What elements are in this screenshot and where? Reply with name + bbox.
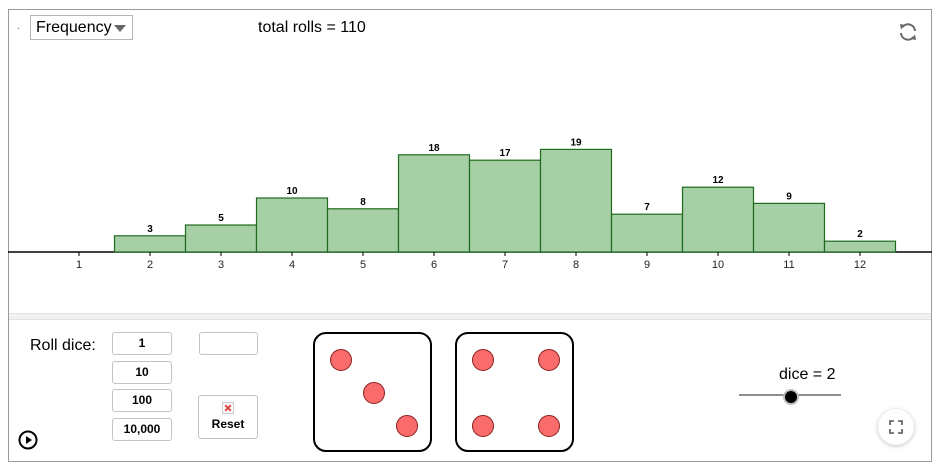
reset-button[interactable]: Reset xyxy=(198,395,258,439)
x-tick-label: 2 xyxy=(147,259,153,271)
histogram-bar-11 xyxy=(752,202,826,253)
die-pip xyxy=(538,415,560,437)
bar-value-label: 2 xyxy=(857,229,863,240)
die-pip xyxy=(330,349,352,371)
bar-value-label: 8 xyxy=(360,197,366,208)
broken-image-icon xyxy=(222,402,234,414)
die-pip xyxy=(538,349,560,371)
x-tick-label: 3 xyxy=(218,259,224,271)
die-pip xyxy=(472,415,494,437)
x-tick-label: 6 xyxy=(431,259,437,271)
mode-dropdown-value: Frequency xyxy=(36,19,112,36)
play-icon[interactable] xyxy=(18,430,38,450)
fullscreen-button[interactable] xyxy=(878,409,914,445)
die-pip xyxy=(363,382,385,404)
histogram-bar-10 xyxy=(681,186,755,253)
x-tick-label: 9 xyxy=(644,259,650,271)
roll-10000-button[interactable]: 10,000 xyxy=(112,418,172,441)
bar-value-label: 7 xyxy=(644,202,650,213)
dice-count-label: dice = 2 xyxy=(779,366,836,383)
x-tick-label: 7 xyxy=(502,259,508,271)
mode-dropdown[interactable]: Frequency xyxy=(30,15,133,40)
x-tick-label: 4 xyxy=(289,259,295,271)
histogram-bar-6 xyxy=(397,154,471,253)
histogram-bar-8 xyxy=(539,148,613,253)
slider-handle[interactable] xyxy=(783,389,799,405)
x-tick-label: 8 xyxy=(573,259,579,271)
bar-value-label: 17 xyxy=(499,148,511,159)
histogram-bar-2 xyxy=(113,235,187,253)
die-1 xyxy=(313,332,432,452)
x-tick-label: 5 xyxy=(360,259,366,271)
panel-divider xyxy=(9,313,931,320)
roll-1-button[interactable]: 1 xyxy=(112,332,172,355)
roll-10-button[interactable]: 10 xyxy=(112,361,172,384)
reset-button-label: Reset xyxy=(211,417,245,431)
refresh-icon[interactable] xyxy=(896,20,920,44)
bar-value-label: 19 xyxy=(570,137,582,148)
histogram-bar-5 xyxy=(326,208,400,253)
bar-value-label: 9 xyxy=(786,191,792,202)
histogram-bar-9 xyxy=(610,213,684,253)
roll-100-button[interactable]: 100 xyxy=(112,389,172,412)
chevron-down-icon xyxy=(114,25,126,32)
roll-count-field[interactable] xyxy=(199,332,258,355)
histogram-bar-3 xyxy=(184,224,258,253)
die-pip xyxy=(472,349,494,371)
histogram-chart: 1 3 2 5 3 10 4 8 5 18 6 17 7 19 8 7 9 12 10 9 11 2 12 xyxy=(8,137,932,271)
bar-value-label: 12 xyxy=(712,175,724,186)
x-tick-label: 12 xyxy=(854,259,866,271)
histogram-bar-7 xyxy=(468,159,542,253)
bar-value-label: 18 xyxy=(428,143,440,154)
bar-value-label: 5 xyxy=(218,213,224,224)
histogram-bar-12 xyxy=(823,240,897,253)
x-tick-label: 1 xyxy=(76,259,82,271)
histogram-bar-4 xyxy=(255,197,329,253)
dice-count-slider[interactable] xyxy=(739,386,841,406)
die-pip xyxy=(396,415,418,437)
roll-dice-label: Roll dice: xyxy=(30,337,96,354)
total-rolls-label: total rolls = 110 xyxy=(258,19,366,36)
fullscreen-icon xyxy=(889,420,903,434)
die-2 xyxy=(455,332,574,452)
bar-value-label: 3 xyxy=(147,224,153,235)
menu-dot-icon: · xyxy=(17,23,21,34)
x-tick-label: 10 xyxy=(712,259,724,271)
bar-value-label: 10 xyxy=(286,186,298,197)
x-tick-label: 11 xyxy=(783,259,794,271)
